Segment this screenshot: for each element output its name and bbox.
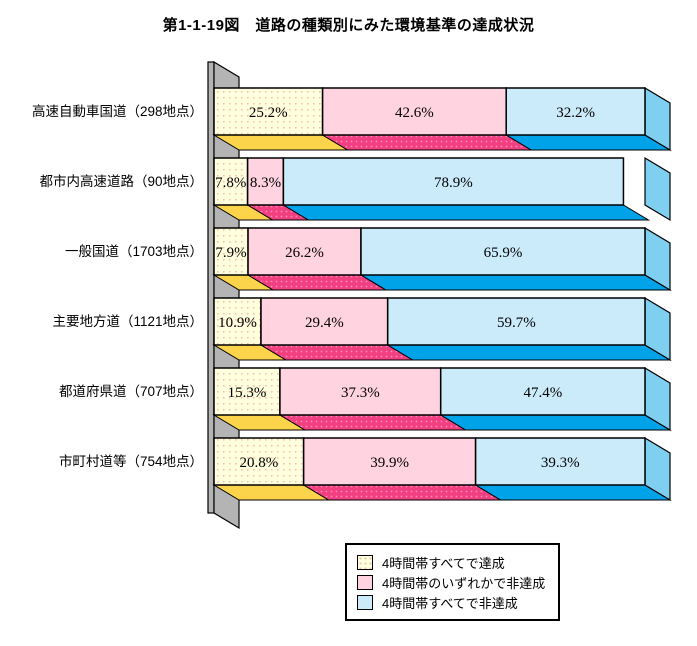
legend-item: 4時間帯すべてで達成	[357, 552, 554, 572]
bar-segment	[282, 157, 625, 206]
legend-label: 4時間帯のいずれかで非達成	[382, 575, 546, 591]
bar-segment	[360, 227, 646, 276]
value-label: 78.9%	[434, 175, 473, 191]
value-label: 42.6%	[395, 105, 434, 121]
category-label: 都道府県道（707地点）	[59, 384, 203, 399]
value-label: 29.4%	[305, 315, 344, 331]
chart-title: 第1-1-19図 道路の種類別にみた環境基準の達成状況	[162, 17, 535, 34]
value-label: 8.3%	[250, 175, 281, 191]
category-label: 主要地方道（1121地点）	[52, 314, 203, 329]
bar-segment	[386, 297, 646, 346]
axis-wall-front	[207, 61, 215, 514]
bar-segment	[321, 87, 507, 136]
value-label: 39.3%	[541, 455, 580, 471]
category-label: 高速自動車国道（298地点）	[32, 103, 203, 119]
value-label: 20.8%	[239, 455, 278, 471]
legend-item: 4時間帯のいずれかで非達成	[357, 572, 554, 592]
bar-bottom-face	[438, 414, 672, 431]
legend-swatch-achieved	[357, 554, 373, 570]
value-label: 10.9%	[218, 315, 257, 331]
bar-bottom-face	[359, 274, 672, 291]
category-label: 市町村道等（754地点）	[59, 453, 203, 469]
value-label: 25.2%	[249, 105, 288, 121]
bar-end-cap	[644, 156, 671, 222]
legend-swatch-partly-unachieved	[357, 574, 373, 590]
bar-segment	[260, 297, 389, 346]
bar-segment	[474, 437, 646, 486]
category-label: 都市内高速道路（90地点）	[39, 173, 203, 189]
bar-segment	[279, 367, 442, 416]
value-label: 7.9%	[215, 245, 246, 261]
legend-swatch-unachieved	[357, 594, 373, 610]
legend-label: 4時間帯すべてで達成	[382, 555, 505, 571]
bar-bottom-face	[281, 204, 651, 221]
bar-segment	[505, 87, 646, 136]
bar-bottom-face	[473, 484, 672, 501]
bar-segment	[439, 367, 646, 416]
bar-segment	[247, 227, 362, 276]
value-label: 65.9%	[484, 245, 523, 261]
value-label: 59.7%	[497, 315, 536, 331]
bar-bottom-face	[259, 344, 415, 361]
value-label: 32.2%	[556, 105, 595, 121]
value-label: 39.9%	[370, 455, 409, 471]
value-label: 47.4%	[523, 385, 562, 401]
bar-segment	[246, 157, 285, 206]
value-label: 7.8%	[215, 175, 246, 191]
bar-bottom-face	[278, 414, 468, 431]
bar-bottom-face	[301, 484, 503, 501]
bar-segment	[213, 157, 249, 206]
legend: 4時間帯すべてで達成 4時間帯のいずれかで非達成 4時間帯すべてで非達成	[345, 543, 560, 621]
value-label: 26.2%	[285, 245, 324, 261]
value-label: 37.3%	[341, 385, 380, 401]
bar-segment	[213, 367, 281, 416]
category-label: 一般国道（1703地点）	[65, 244, 203, 259]
bar-segment	[213, 227, 249, 276]
bar-bottom-face	[385, 344, 672, 361]
bar-bottom-face	[504, 134, 672, 151]
value-label: 15.3%	[228, 385, 267, 401]
bar-bottom-face	[320, 134, 534, 151]
legend-item: 4時間帯すべてで非達成	[357, 592, 554, 612]
legend-label: 4時間帯すべてで非達成	[382, 595, 518, 611]
bar-segment	[302, 437, 477, 486]
